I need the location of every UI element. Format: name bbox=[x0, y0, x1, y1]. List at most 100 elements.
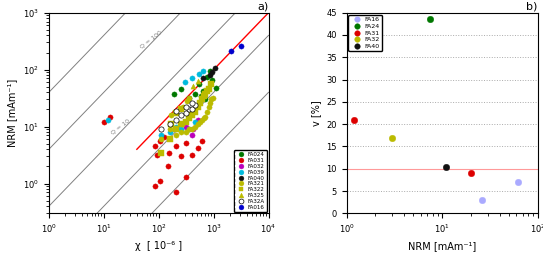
Point bbox=[201, 98, 210, 102]
Point bbox=[207, 98, 216, 102]
Point bbox=[426, 17, 434, 21]
Point bbox=[350, 118, 358, 122]
Point bbox=[166, 122, 174, 126]
Point bbox=[169, 91, 178, 96]
Point bbox=[203, 110, 211, 114]
Point bbox=[177, 130, 186, 134]
Point bbox=[183, 99, 192, 103]
Point bbox=[167, 122, 176, 126]
Point bbox=[190, 120, 199, 124]
Point bbox=[198, 118, 206, 122]
Point bbox=[172, 190, 181, 194]
Point bbox=[176, 107, 185, 112]
Point bbox=[177, 113, 186, 117]
Point bbox=[191, 110, 199, 114]
Point bbox=[172, 118, 181, 122]
Point bbox=[179, 105, 187, 109]
X-axis label: χ  [ 10⁻⁶ ]: χ [ 10⁻⁶ ] bbox=[135, 241, 182, 251]
Point bbox=[172, 127, 181, 131]
Point bbox=[191, 103, 199, 107]
Point bbox=[187, 76, 196, 81]
Point bbox=[176, 154, 185, 158]
Point bbox=[204, 87, 213, 91]
Point bbox=[164, 164, 173, 168]
Point bbox=[172, 124, 181, 129]
Point bbox=[185, 107, 194, 112]
Point bbox=[199, 93, 208, 98]
Point bbox=[227, 49, 236, 53]
Point bbox=[190, 91, 199, 96]
Point bbox=[172, 144, 181, 148]
Point bbox=[99, 120, 108, 124]
Point bbox=[150, 144, 159, 148]
Point bbox=[188, 107, 197, 112]
Point bbox=[209, 96, 217, 100]
Point bbox=[193, 105, 202, 109]
Point bbox=[194, 118, 203, 122]
Point bbox=[181, 130, 190, 134]
Point bbox=[185, 116, 194, 120]
Point bbox=[188, 127, 197, 131]
Y-axis label: NRM [mAm⁻¹]: NRM [mAm⁻¹] bbox=[8, 79, 17, 147]
Point bbox=[178, 122, 187, 126]
Point bbox=[156, 133, 165, 137]
Point bbox=[181, 175, 190, 179]
Point bbox=[156, 137, 165, 141]
Point bbox=[208, 70, 217, 74]
Point bbox=[185, 127, 194, 131]
Point bbox=[388, 136, 396, 140]
Point bbox=[204, 105, 213, 109]
Point bbox=[198, 98, 206, 102]
Point bbox=[184, 96, 193, 100]
Point bbox=[166, 137, 174, 141]
Point bbox=[181, 120, 190, 124]
Point bbox=[172, 112, 181, 116]
Point bbox=[182, 124, 191, 129]
Point bbox=[195, 72, 204, 76]
Point bbox=[195, 101, 204, 105]
Point bbox=[106, 115, 115, 119]
Point bbox=[191, 124, 199, 129]
Point bbox=[199, 69, 207, 73]
Point bbox=[441, 165, 450, 169]
Point bbox=[176, 87, 185, 91]
Point bbox=[197, 93, 206, 98]
Point bbox=[104, 118, 112, 122]
Point bbox=[207, 82, 216, 86]
Point bbox=[166, 127, 174, 131]
Point bbox=[181, 80, 190, 84]
Point bbox=[177, 122, 186, 126]
Point bbox=[155, 179, 164, 183]
Point bbox=[184, 127, 193, 131]
Point bbox=[199, 116, 208, 120]
Point bbox=[155, 139, 164, 144]
Point bbox=[208, 78, 217, 82]
Point bbox=[193, 146, 202, 150]
Point bbox=[205, 69, 214, 73]
Point bbox=[181, 141, 190, 145]
Point bbox=[205, 73, 214, 77]
Point bbox=[156, 127, 165, 131]
Point bbox=[201, 91, 210, 96]
Point bbox=[513, 180, 522, 184]
Point bbox=[172, 133, 181, 137]
Point bbox=[203, 89, 211, 93]
Point bbox=[201, 115, 210, 119]
X-axis label: NRM [mAm⁻¹]: NRM [mAm⁻¹] bbox=[408, 241, 476, 251]
Text: b): b) bbox=[526, 2, 538, 12]
Point bbox=[477, 198, 486, 202]
Text: Q = 10: Q = 10 bbox=[110, 118, 131, 136]
Point bbox=[236, 44, 245, 48]
Point bbox=[212, 86, 220, 90]
Point bbox=[150, 184, 159, 188]
Point bbox=[193, 122, 202, 126]
Point bbox=[195, 82, 204, 86]
Point bbox=[195, 120, 204, 124]
Y-axis label: v [%]: v [%] bbox=[311, 100, 321, 126]
Point bbox=[188, 84, 197, 88]
Legend: FA024, FA031, FA032, FA039, FA040, FA321, FA322, FA325, FA32A, FA016: FA024, FA031, FA032, FA039, FA040, FA321… bbox=[233, 150, 267, 212]
Point bbox=[188, 101, 197, 105]
Point bbox=[199, 76, 207, 80]
Point bbox=[184, 96, 193, 100]
Point bbox=[198, 139, 206, 144]
